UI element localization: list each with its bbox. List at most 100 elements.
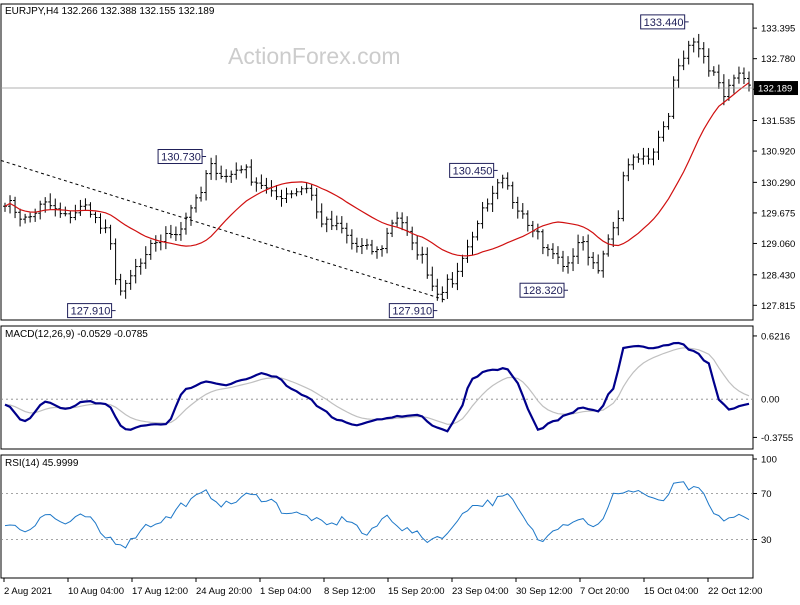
macd-ytick-label: -0.3755 <box>761 433 793 444</box>
price-bar <box>716 64 721 89</box>
price-bar <box>244 164 249 179</box>
annotation-box <box>157 149 203 165</box>
annotation-label: 127.910 <box>392 306 432 318</box>
price-bar <box>380 245 385 257</box>
macd-signal-line <box>4 347 750 425</box>
annotation-label: 127.910 <box>71 306 111 318</box>
price-bar <box>48 193 53 210</box>
price-bar <box>354 237 359 253</box>
rsi-line <box>4 481 750 549</box>
price-bar <box>339 216 344 234</box>
price-bar <box>480 201 485 229</box>
price-bar <box>299 186 304 196</box>
macd-main-line <box>4 341 750 433</box>
price-bar <box>706 48 711 77</box>
price-bar <box>359 238 364 255</box>
price-bar <box>596 254 601 274</box>
price-bar <box>711 66 716 76</box>
price-bar <box>747 71 751 92</box>
price-bar <box>581 236 586 251</box>
price-bar <box>209 157 214 180</box>
price-bar <box>128 269 133 290</box>
annotation-label: 133.440 <box>644 17 684 29</box>
price-bar <box>681 50 686 71</box>
price-bar <box>73 204 78 221</box>
price-bar <box>420 246 425 264</box>
current-price-label: 132.189 <box>758 84 792 95</box>
price-bar <box>440 286 445 303</box>
price-bar <box>194 194 199 213</box>
price-bar <box>450 272 455 288</box>
price-bar <box>500 174 505 189</box>
price-bar <box>334 215 339 231</box>
price-bar <box>123 280 128 299</box>
trendline <box>0 160 448 302</box>
x-tick-label: 24 Aug 20:00 <box>196 586 252 597</box>
price-bar <box>329 210 334 230</box>
price-bar <box>113 238 118 285</box>
price-bar <box>721 74 726 106</box>
price-bar <box>83 198 88 211</box>
price-bar <box>38 200 43 220</box>
price-bar <box>148 239 153 260</box>
price-panel-frame <box>0 3 754 321</box>
annotation-label: 128.320 <box>523 285 563 297</box>
price-ytick-label: 131.535 <box>761 116 795 127</box>
price-bar <box>13 196 18 219</box>
price-bar <box>369 239 374 255</box>
price-bar <box>163 226 168 250</box>
price-bar <box>224 169 229 183</box>
price-bar <box>239 165 244 174</box>
macd-last-label: 0.00 <box>761 395 780 406</box>
price-bar <box>561 250 565 272</box>
price-bar <box>304 183 309 194</box>
price-annotation: 130.450 <box>449 162 498 178</box>
price-bar <box>410 226 415 251</box>
price-bar <box>274 185 279 200</box>
x-tick-label: 23 Sep 04:00 <box>452 586 509 597</box>
price-bar <box>586 234 591 266</box>
price-bar <box>189 204 193 226</box>
x-tick-label: 7 Oct 20:00 <box>580 586 629 597</box>
price-bar <box>63 206 68 217</box>
price-bar <box>88 202 93 218</box>
price-bar <box>229 170 234 183</box>
price-bar <box>540 229 545 255</box>
price-bar <box>510 181 515 209</box>
rsi-panel-title: RSI(14) 45.9999 <box>5 458 79 469</box>
price-bar <box>475 220 480 241</box>
price-annotation: 133.440 <box>640 14 689 30</box>
rsi-ytick-label: 100 <box>761 455 777 466</box>
x-tick-label: 1 Sep 04:00 <box>260 586 311 597</box>
price-bar <box>545 244 550 257</box>
price-bar <box>138 258 143 275</box>
price-bar <box>183 212 188 235</box>
price-bar <box>199 186 204 202</box>
price-bar <box>566 256 571 274</box>
annotation-box <box>519 282 565 298</box>
price-bar <box>741 67 746 85</box>
price-bar <box>178 221 183 241</box>
price-bar <box>465 239 470 263</box>
price-bar <box>264 177 269 194</box>
price-annotation: 127.910 <box>67 303 116 319</box>
price-bar <box>53 198 58 217</box>
price-bar <box>601 250 606 278</box>
price-ytick-label: 133.395 <box>761 24 795 35</box>
price-ytick-label: 129.060 <box>761 239 795 250</box>
price-bar <box>495 178 500 200</box>
price-bar <box>219 165 224 180</box>
rsi-ytick-label: 70 <box>761 489 772 500</box>
price-ytick-label: 132.780 <box>761 54 795 65</box>
price-bar <box>314 187 319 219</box>
price-bar <box>726 79 731 101</box>
price-bar <box>173 226 178 241</box>
price-bar <box>591 252 596 270</box>
price-bar <box>631 154 636 170</box>
annotation-box <box>67 303 113 319</box>
price-bar <box>676 58 681 88</box>
price-bar <box>3 202 7 212</box>
watermark: ActionForex.com <box>228 43 401 69</box>
price-bar <box>520 203 525 219</box>
